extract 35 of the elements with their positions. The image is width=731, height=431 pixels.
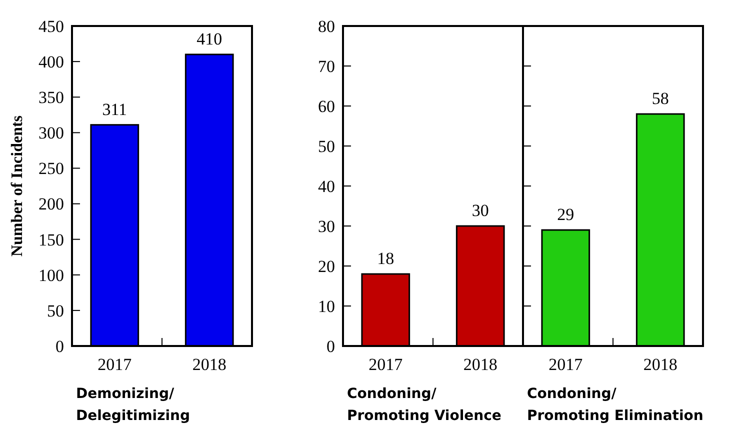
- y-tick-label: 300: [38, 124, 64, 143]
- x-tick-label: 2018: [463, 355, 498, 374]
- y-tick-label: 450: [38, 16, 64, 36]
- y-tick-label: 40: [318, 176, 335, 196]
- x-axis-title: Condoning/ Promoting Elimination: [527, 386, 704, 424]
- data-label: 311: [102, 100, 128, 119]
- y-tick-label: 80: [318, 16, 335, 36]
- data-label: 30: [472, 201, 489, 220]
- x-tick-label: 2017: [368, 355, 404, 374]
- y-tick-label: 70: [318, 56, 335, 76]
- y-tick-label: 20: [318, 256, 335, 276]
- y-tick-label: 400: [38, 52, 64, 72]
- y-tick-label: 10: [318, 296, 335, 316]
- data-label: 58: [652, 89, 669, 108]
- y-axis-title: Number of Incidents: [9, 115, 26, 257]
- y-tick-label: 150: [38, 230, 64, 250]
- data-label: 18: [377, 249, 394, 268]
- y-tick-label: 200: [38, 194, 64, 214]
- x-tick-label: 2017: [548, 355, 584, 374]
- y-tick-label: 350: [38, 88, 64, 108]
- y-tick-label: 0: [56, 336, 64, 356]
- x-tick-label: 2018: [192, 355, 226, 374]
- y-tick-label: 60: [318, 96, 335, 116]
- x-axis-title: Demonizing/ Delegitimizing: [76, 386, 190, 424]
- y-tick-label: 250: [38, 159, 64, 178]
- y-tick-label: 30: [318, 216, 335, 236]
- data-label: 29: [557, 205, 574, 224]
- data-label: 410: [196, 29, 222, 48]
- y-tick-label: 50: [318, 136, 335, 156]
- y-tick-label: 0: [326, 336, 335, 356]
- x-tick-label: 2018: [643, 355, 678, 374]
- y-tick-label: 100: [38, 266, 64, 285]
- x-tick-label: 2017: [98, 355, 132, 374]
- x-axis-title: Condoning/ Promoting Violence: [347, 386, 502, 424]
- y-tick-label: 50: [47, 301, 64, 320]
